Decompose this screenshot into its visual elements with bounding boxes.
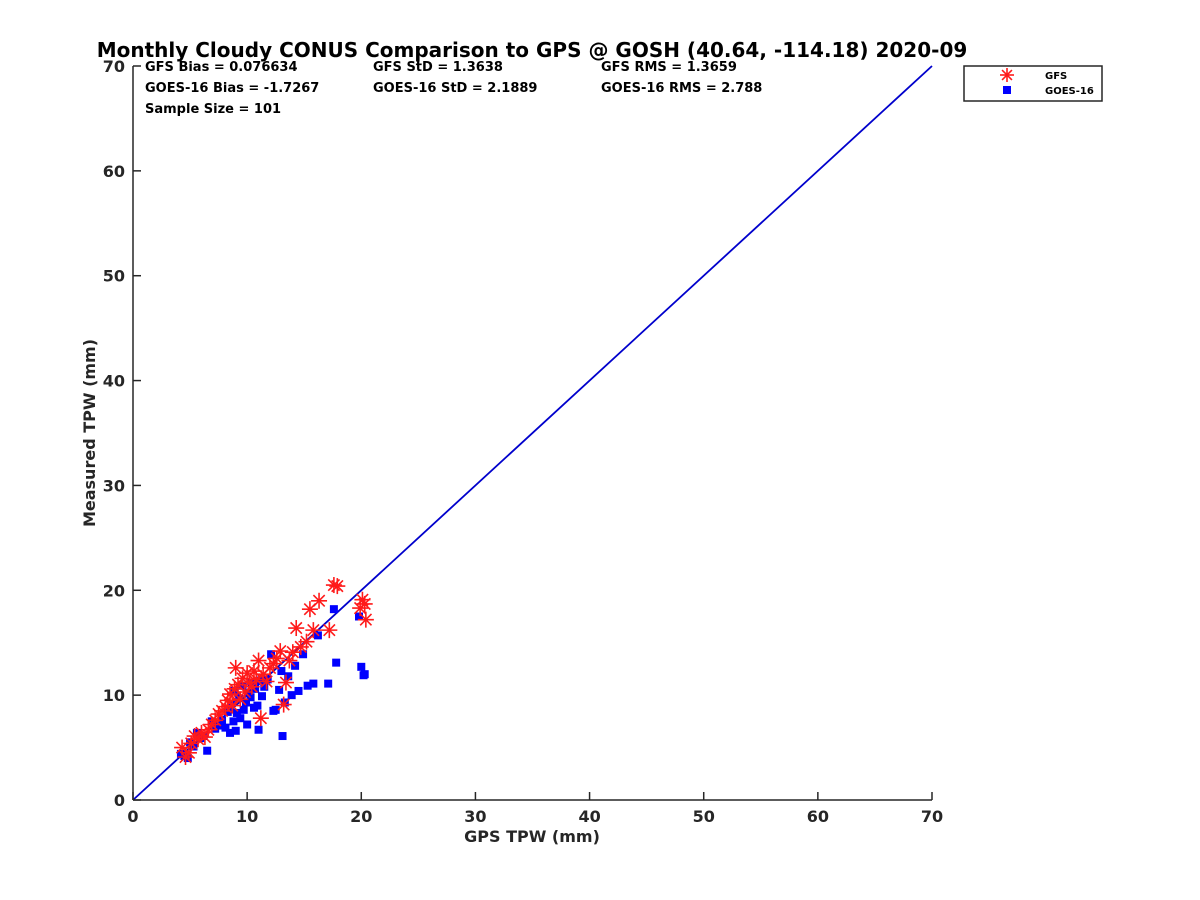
goes16-point	[242, 698, 251, 707]
gfs-point	[252, 710, 269, 727]
gfs-point	[277, 674, 294, 691]
x-tick-label: 50	[693, 807, 715, 826]
legend-gfs-marker	[1000, 68, 1014, 82]
legend-box	[963, 65, 1103, 102]
goes16-point	[239, 705, 248, 714]
x-tick-label: 10	[236, 807, 258, 826]
gfs-point	[248, 671, 265, 688]
stat-goes-std: GOES-16 StD = 2.1889	[373, 81, 537, 96]
y-tick-label: 0	[114, 791, 125, 810]
y-tick-label: 10	[103, 686, 125, 705]
stat-gfs-rms: GFS RMS = 1.3659	[601, 60, 737, 75]
plot-area	[132, 65, 933, 801]
legend-gfs-label: GFS	[1045, 71, 1067, 82]
goes16-point	[332, 658, 341, 667]
goes16-point	[287, 691, 296, 700]
legend-goes-label: GOES-16	[1045, 86, 1094, 97]
chart-title: Monthly Cloudy CONUS Comparison to GPS @…	[97, 38, 968, 62]
legend-gfs-asterisk	[1000, 68, 1014, 82]
stat-gfs-std: GFS StD = 1.3638	[373, 60, 503, 75]
goes16-point	[203, 746, 212, 755]
stat-goes-bias: GOES-16 Bias = -1.7267	[145, 81, 319, 96]
goes16-point	[232, 708, 241, 717]
goes16-point	[271, 705, 280, 714]
y-tick-label: 60	[103, 162, 125, 181]
gfs-point	[357, 611, 374, 628]
goes16-point	[214, 721, 223, 730]
y-tick-label: 40	[103, 372, 125, 391]
goes16-point	[221, 723, 230, 732]
x-axis-ticks: 0 10 20 30 40 50 60 70	[127, 792, 943, 826]
goes16-point	[357, 662, 366, 671]
stat-gfs-bias: GFS Bias = 0.076634	[145, 60, 298, 75]
stats-block: GFS Bias = 0.076634 GFS StD = 1.3638 GFS…	[145, 60, 762, 117]
goes16-point	[260, 682, 269, 691]
goes16-point	[355, 612, 364, 621]
gfs-point	[356, 595, 373, 612]
y-tick-label: 70	[103, 57, 125, 76]
goes16-point	[229, 717, 238, 726]
goes16-point	[278, 732, 287, 741]
x-axis-label: GPS TPW (mm)	[464, 827, 600, 846]
y-tick-label: 30	[103, 476, 125, 495]
goes16-point	[236, 714, 245, 723]
x-tick-label: 0	[127, 807, 138, 826]
legend: GFS GOES-16	[963, 65, 1103, 102]
gfs-point	[217, 698, 234, 715]
goes16-point	[257, 692, 266, 701]
goes16-point	[299, 650, 308, 659]
goes16-point	[267, 650, 276, 659]
gfs-point	[275, 696, 292, 713]
goes16-point	[309, 679, 318, 688]
gfs-point	[305, 622, 322, 639]
goes16-point	[360, 670, 369, 679]
goes16-point	[255, 676, 264, 685]
y-tick-label: 50	[103, 267, 125, 286]
goes16-point	[231, 726, 240, 735]
y-tick-label: 20	[103, 581, 125, 600]
gfs-point	[250, 652, 267, 669]
x-tick-label: 40	[578, 807, 600, 826]
goes16-point	[226, 728, 235, 737]
goes16-point	[303, 681, 312, 690]
gfs-point	[298, 633, 315, 650]
goes16-point	[253, 701, 262, 710]
gfs-point	[207, 712, 224, 729]
goes16-point	[183, 754, 192, 763]
stat-goes-rms: GOES-16 RMS = 2.788	[601, 81, 762, 96]
gfs-point	[321, 622, 338, 639]
goes16-point	[277, 667, 286, 676]
goes16-point	[243, 720, 252, 729]
gfs-point	[258, 673, 275, 690]
goes16-point	[284, 672, 293, 681]
x-tick-label: 30	[464, 807, 486, 826]
gfs-point	[227, 659, 244, 676]
stat-sample-size: Sample Size = 101	[145, 102, 281, 117]
y-axis-ticks: 0 10 20 30 40 50 60 70	[103, 57, 141, 810]
x-tick-label: 20	[350, 807, 372, 826]
y-axis-label: Measured TPW (mm)	[80, 339, 99, 527]
x-tick-label: 60	[807, 807, 829, 826]
gfs-point	[288, 620, 305, 637]
goes16-point	[329, 605, 338, 614]
gfs-point	[224, 697, 241, 714]
gfs-point	[180, 744, 197, 761]
goes16-point	[254, 725, 263, 734]
goes16-point	[294, 686, 303, 695]
gfs-point	[311, 592, 328, 609]
goes16-point	[251, 684, 260, 693]
x-tick-label: 70	[921, 807, 943, 826]
gfs-point	[329, 578, 346, 595]
legend-goes-marker	[1003, 86, 1011, 94]
goes16-point	[223, 707, 232, 716]
goes16-point	[275, 685, 284, 694]
goes16-point	[324, 679, 333, 688]
gfs-point	[268, 650, 285, 667]
goes16-point	[244, 689, 253, 698]
